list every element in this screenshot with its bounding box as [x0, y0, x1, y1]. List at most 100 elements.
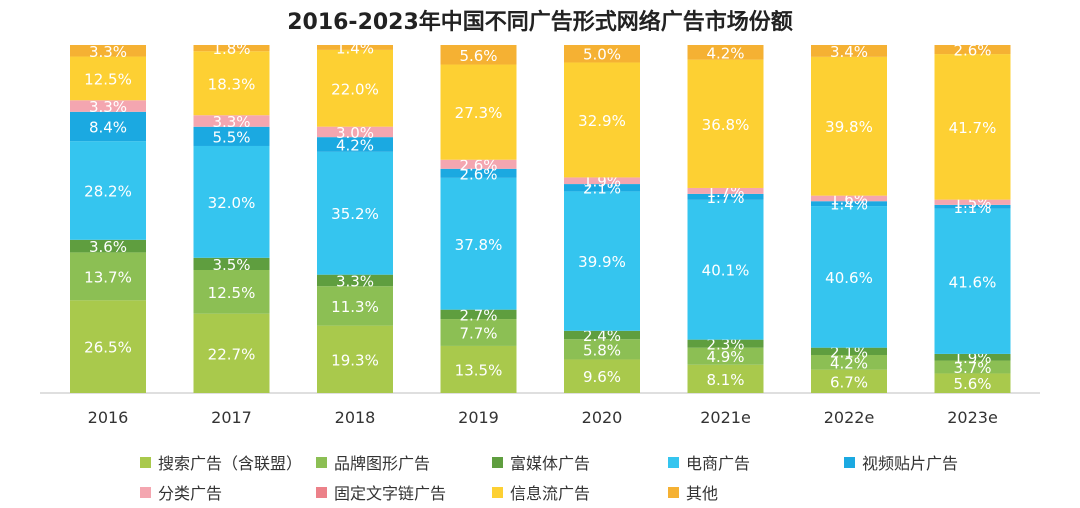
bar-segment — [440, 309, 517, 320]
x-tick-label: 2017 — [211, 408, 252, 427]
bar-segment — [687, 347, 764, 365]
data-label: 5.8% — [583, 341, 621, 359]
bar-segment — [934, 373, 1011, 393]
bar-segment — [564, 339, 640, 360]
bar-segment — [687, 339, 764, 348]
bar-segment — [564, 191, 640, 331]
data-label: 41.7% — [949, 119, 997, 137]
bar-segment — [317, 325, 393, 393]
chart-title: 2016-2023年中国不同广告形式网络广告市场份额 — [287, 10, 793, 35]
bar-segment — [193, 115, 270, 127]
bar-segment — [934, 204, 1011, 209]
legend-label: 品牌图形广告 — [334, 454, 431, 473]
bar-segment — [564, 184, 640, 192]
bar-segment — [934, 199, 1011, 205]
bar-segment — [934, 360, 1011, 374]
legend-label: 搜索广告（含联盟） — [158, 454, 303, 473]
bar-segment — [193, 270, 270, 314]
data-label: 39.8% — [825, 118, 873, 136]
bar-segment — [687, 364, 764, 393]
bar-segment — [811, 45, 887, 57]
stacked-bar-chart: 26.5% 13.7% 3.6% 28.2% 8.4% 3.3% 12.5% 3.3% 2016… — [40, 40, 1040, 427]
bar-segment — [193, 45, 270, 52]
legend-swatch — [492, 486, 503, 498]
bar-segment — [687, 59, 764, 188]
data-label: 13.7% — [84, 268, 132, 286]
bar-segment — [934, 54, 1011, 200]
bar-segment — [440, 319, 517, 346]
bar-segment — [317, 137, 393, 152]
bar-segment — [564, 45, 640, 63]
bar-segment — [811, 195, 887, 202]
data-label: 1.8% — [212, 40, 250, 58]
bar-segment — [193, 313, 270, 393]
bar-segment — [811, 206, 887, 348]
data-label: 4.2% — [336, 136, 374, 154]
data-label: 40.6% — [825, 269, 873, 287]
data-label: 6.7% — [830, 373, 868, 391]
legend-item-classified: 分类广告 — [140, 480, 316, 504]
bar-segment — [193, 126, 270, 146]
legend-item-search: 搜索广告（含联盟） — [140, 450, 316, 474]
bar-segment — [440, 45, 517, 65]
legend-label: 信息流广告 — [510, 484, 591, 503]
bar-segment — [70, 239, 146, 253]
legend-label: 富媒体广告 — [510, 454, 591, 473]
data-label: 32.0% — [208, 194, 256, 212]
bar-segment — [70, 300, 146, 393]
data-label: 28.2% — [84, 182, 132, 200]
legend-item-rich-media: 富媒体广告 — [492, 450, 668, 474]
data-label: 4.2% — [830, 354, 868, 372]
x-tick-label: 2018 — [335, 408, 376, 427]
x-tick-label: 2019 — [458, 408, 499, 427]
bar-segment — [70, 100, 146, 112]
data-label: 5.5% — [212, 128, 250, 146]
data-label: 2.1% — [583, 180, 621, 198]
data-label: 4.2% — [706, 44, 744, 62]
bar-segment — [934, 45, 1011, 55]
bar-segment — [934, 208, 1011, 354]
bar-segment — [317, 151, 393, 275]
data-label: 11.3% — [331, 298, 379, 316]
legend-label: 电商广告 — [686, 454, 751, 473]
legend-swatch — [316, 486, 327, 498]
data-label: 8.4% — [89, 118, 127, 136]
data-label: 2.7% — [459, 306, 497, 324]
x-tick-label: 2023e — [947, 408, 998, 427]
bar-segment — [564, 177, 640, 185]
data-label: 12.5% — [208, 284, 256, 302]
data-label: 3.6% — [89, 238, 127, 256]
legend-swatch — [844, 456, 855, 468]
data-label: 36.8% — [702, 116, 750, 134]
bar-segment — [687, 187, 764, 194]
data-label: 37.8% — [455, 236, 503, 254]
legend-label: 分类广告 — [158, 484, 223, 503]
bar-segment — [564, 62, 640, 178]
legend-swatch — [668, 486, 679, 498]
data-label: 19.3% — [331, 351, 379, 369]
bar-segment — [564, 330, 640, 340]
bar-segment — [193, 145, 270, 258]
legend-swatch — [492, 456, 503, 468]
legend-row-2: 分类广告 固定文字链广告 信息流广告 其他 — [140, 480, 844, 504]
data-label: 35.2% — [331, 205, 379, 223]
legend-item-ecommerce: 电商广告 — [668, 450, 844, 474]
bar-segment — [934, 353, 1011, 361]
data-label: 2.3% — [706, 336, 744, 354]
data-label: 22.7% — [208, 345, 256, 363]
legend-label: 其他 — [686, 484, 719, 503]
legend-item-other: 其他 — [668, 480, 844, 504]
bar-segment — [317, 45, 393, 50]
x-tick-label: 2016 — [88, 408, 129, 427]
data-label: 5.0% — [583, 46, 621, 64]
data-label: 2.1% — [830, 343, 868, 361]
x-tick-label: 2022e — [824, 408, 875, 427]
legend-swatch — [140, 486, 151, 498]
bar-segment — [193, 257, 270, 271]
bar-segment — [70, 56, 146, 101]
bar-segment — [70, 141, 146, 240]
data-label: 2.6% — [459, 165, 497, 183]
data-label: 3.3% — [89, 43, 127, 61]
data-label: 18.3% — [208, 75, 256, 93]
